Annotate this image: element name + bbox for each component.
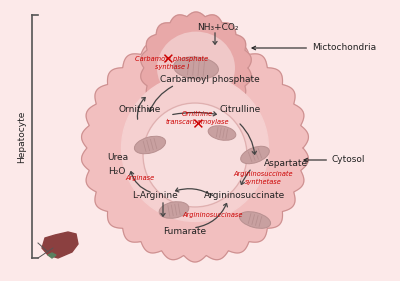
Ellipse shape (174, 57, 218, 79)
Text: Cytosol: Cytosol (304, 155, 366, 164)
Text: Arginase: Arginase (125, 175, 155, 181)
Text: Hepatocyte: Hepatocyte (18, 110, 26, 163)
Text: Argininosuccinase: Argininosuccinase (183, 212, 243, 218)
Polygon shape (48, 253, 56, 258)
Polygon shape (82, 34, 308, 262)
Text: Carbamoyl phosphate: Carbamoyl phosphate (160, 76, 260, 85)
Polygon shape (141, 12, 251, 124)
Polygon shape (42, 232, 78, 258)
Ellipse shape (208, 126, 236, 140)
Text: Ornithine: Ornithine (119, 105, 161, 114)
Text: Aspartate: Aspartate (264, 158, 308, 167)
Text: L-Arginine: L-Arginine (132, 191, 178, 200)
Text: Fumarate: Fumarate (164, 228, 206, 237)
Text: ✕: ✕ (191, 117, 203, 133)
Ellipse shape (240, 212, 270, 228)
Text: NH₃+CO₂: NH₃+CO₂ (197, 22, 239, 31)
Text: Citrulline: Citrulline (219, 105, 261, 114)
Text: Ornithine
transcarbamoylase: Ornithine transcarbamoylase (165, 112, 229, 124)
Text: Urea: Urea (108, 153, 128, 162)
Text: Carbamoyl phosphate
synthase I: Carbamoyl phosphate synthase I (135, 56, 209, 70)
Ellipse shape (159, 202, 189, 218)
Text: Argininosuccinate: Argininosuccinate (204, 191, 286, 200)
Ellipse shape (241, 146, 269, 164)
Text: Mictochondria: Mictochondria (252, 44, 376, 53)
Circle shape (122, 74, 268, 221)
Text: ✕: ✕ (161, 53, 173, 67)
Text: Argininosuccinate
synthetase: Argininosuccinate synthetase (233, 171, 293, 185)
Ellipse shape (134, 136, 166, 154)
Circle shape (143, 103, 247, 207)
Text: H₂O: H₂O (108, 167, 126, 176)
Ellipse shape (157, 31, 235, 105)
